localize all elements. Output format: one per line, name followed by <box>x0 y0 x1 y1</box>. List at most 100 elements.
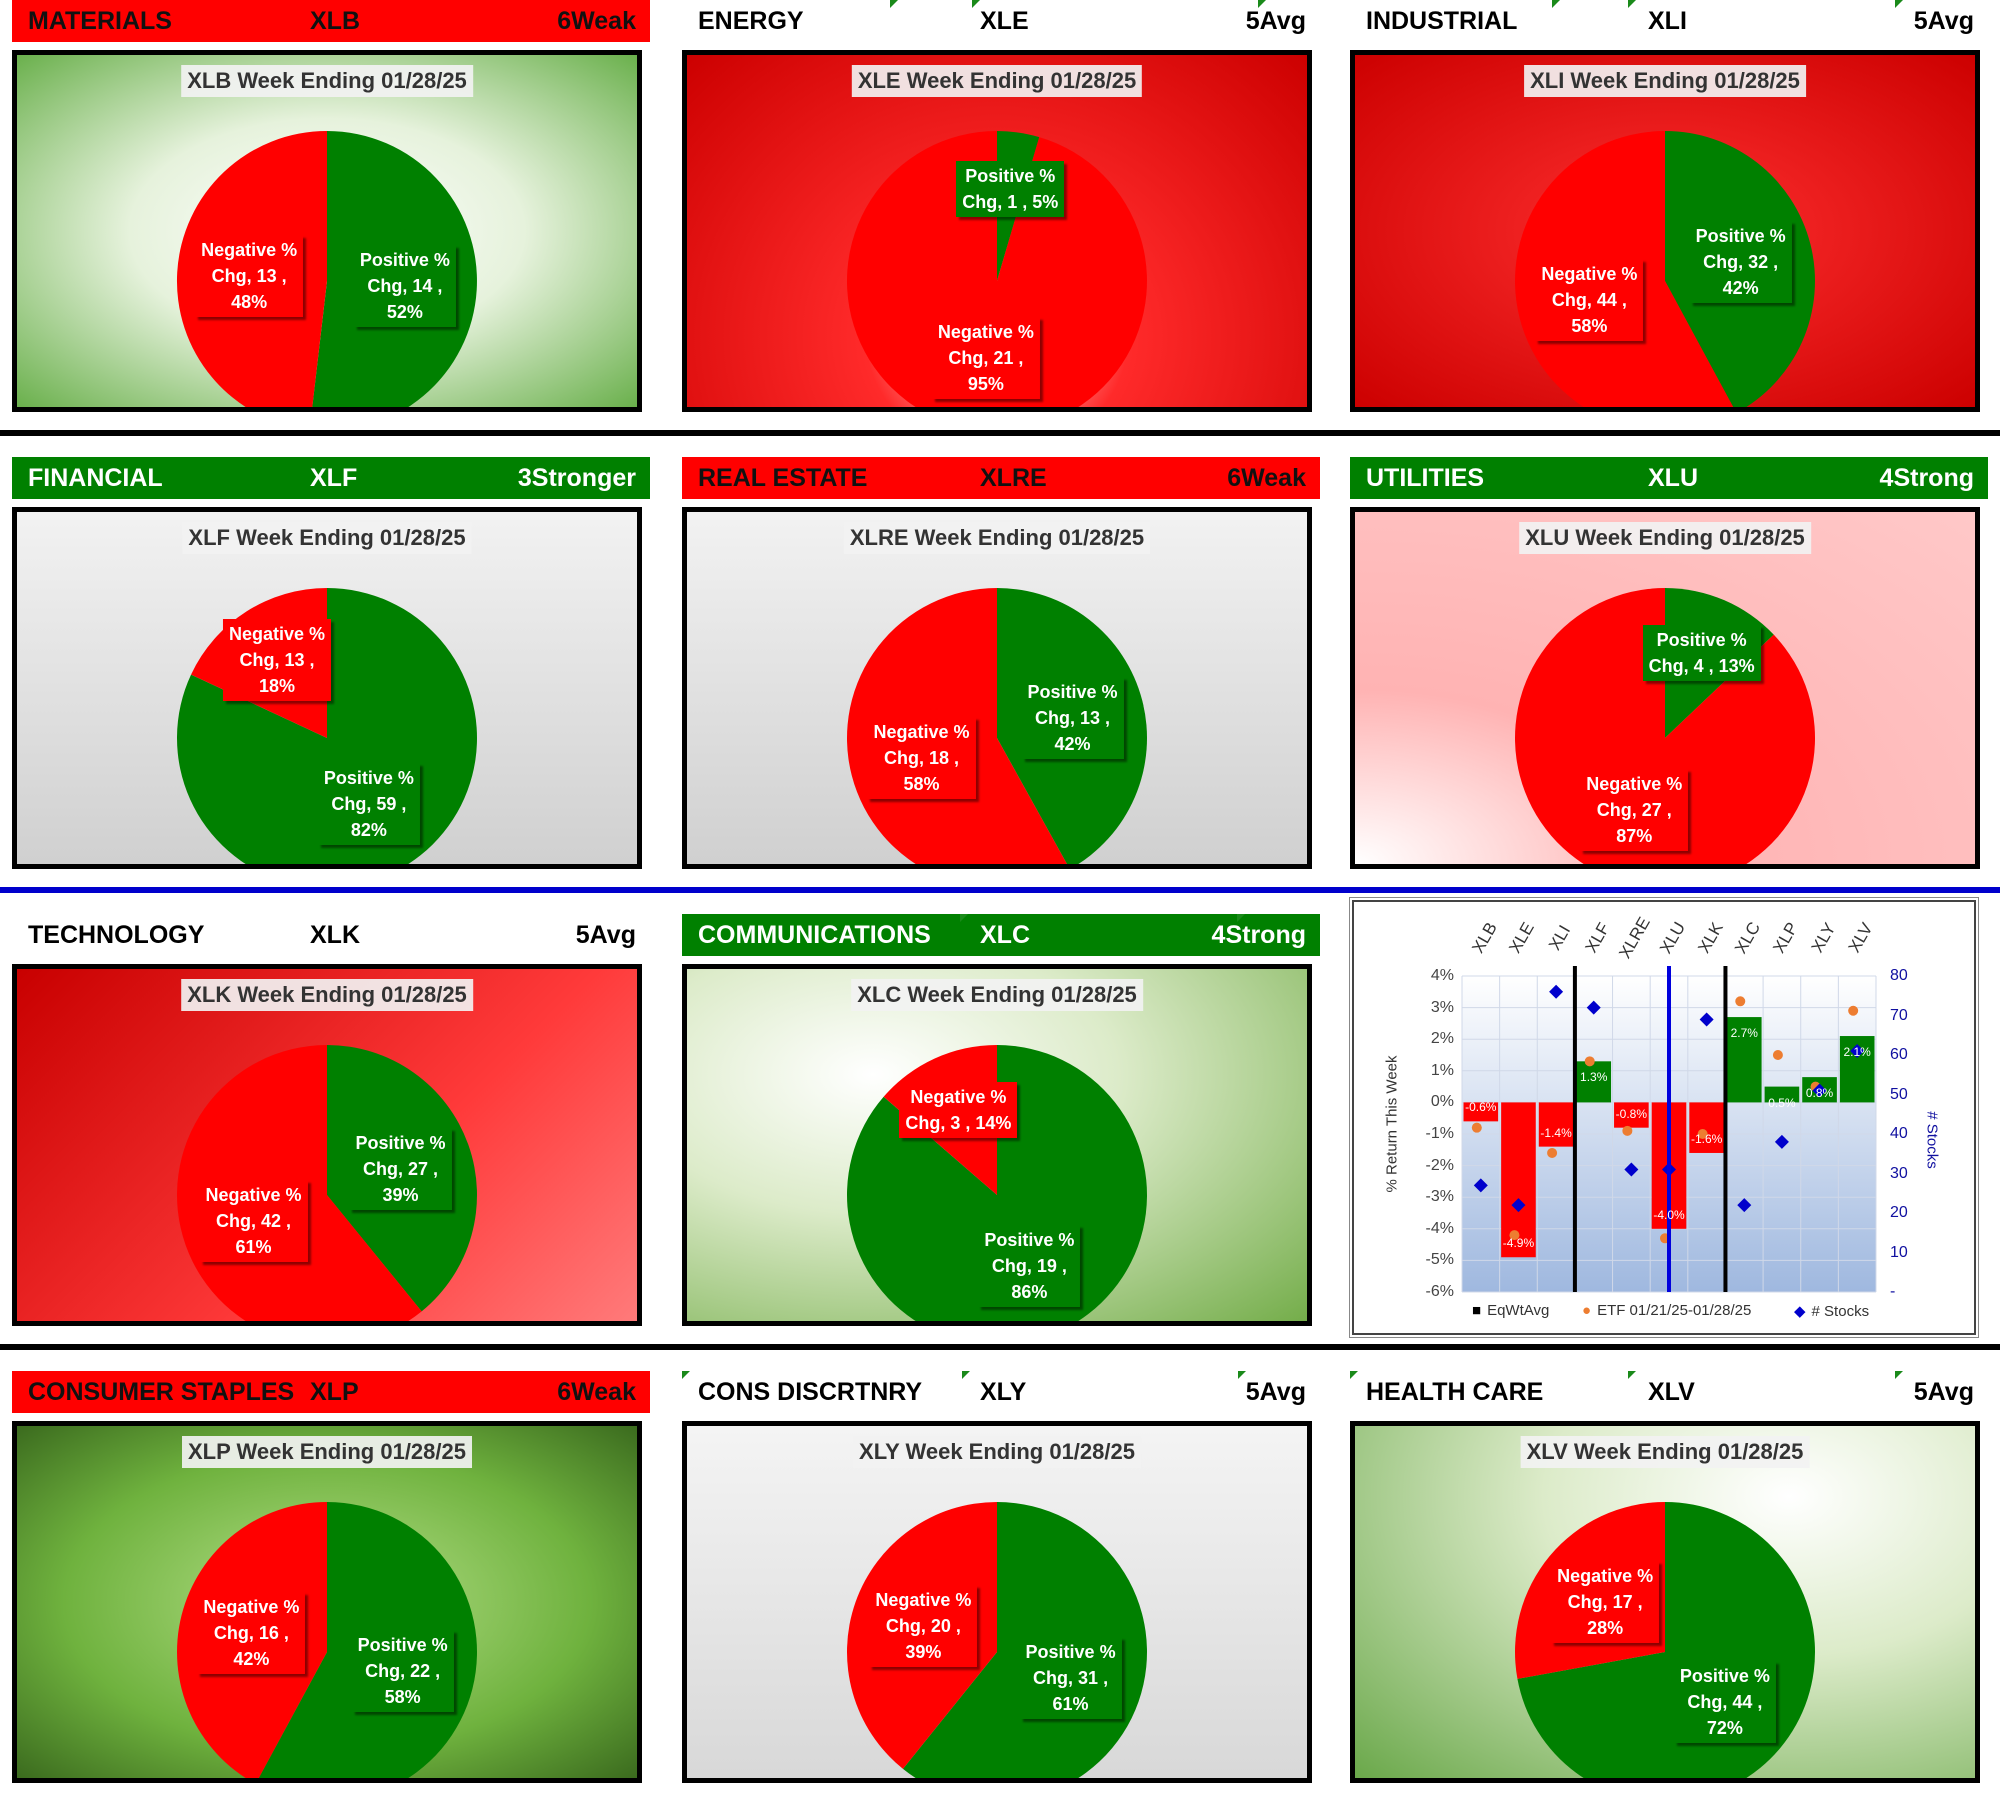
data-label-line: Chg, 42 , <box>215 1211 292 1232</box>
sector-tile-xlk: TECHNOLOGY XLK 5Avg XLK Week Ending 01/28/2… <box>0 914 650 1341</box>
y-tick-label: 4% <box>1430 967 1454 984</box>
data-label-line: 61% <box>235 1237 272 1258</box>
y2-tick-label: 40 <box>1890 1125 1908 1142</box>
bar-value-label: 0.8% <box>1805 1086 1834 1101</box>
data-label-line: 39% <box>382 1184 419 1205</box>
data-label-line: Chg, 14 , <box>367 275 443 296</box>
etf-ticker: XLK <box>310 921 360 949</box>
bar-value-label: -0.8% <box>1615 1106 1648 1121</box>
data-label-line: Chg, 44 , <box>1687 1691 1763 1712</box>
cell-comment-flag <box>682 1371 690 1379</box>
data-label-line: Positive % <box>1695 225 1786 246</box>
strength-rating: 3Stronger <box>517 464 636 492</box>
etf-return-point <box>1547 1147 1558 1158</box>
legend-item: ■ EqWtAvg <box>1472 1302 1549 1319</box>
sector-header: REAL ESTATE XLRE 6Weak <box>682 457 1320 499</box>
sector-return-combo-chart: 4% 3% 2% 1% 0% -1% -2% -3% -4% -5% -6% 80 70 60 50 40 30… <box>1349 897 1979 1338</box>
data-label-line: Positive % <box>355 1132 446 1153</box>
data-label-line: Negative % <box>1541 264 1638 285</box>
pie-chart-panel: XLK Week Ending 01/28/25 Positive % Chg, 2… <box>12 964 642 1326</box>
etf-ticker: XLE <box>980 7 1029 35</box>
sector-tile-xle: ENERGY XLE 5Avg XLE Week Ending 01/28/25 Pos… <box>670 0 1320 427</box>
pie-title: XLP Week Ending 01/28/25 <box>182 1436 472 1468</box>
stock-count-point <box>1774 1134 1789 1149</box>
pie-chart-panel: XLE Week Ending 01/28/25 Positive % Chg, 1… <box>682 50 1312 412</box>
data-label-line: Chg, 13 , <box>211 266 287 287</box>
cell-comment-flag <box>960 914 968 922</box>
legend-text: ETF 01/21/25-01/28/25 <box>1597 1302 1752 1319</box>
data-label-line: 82% <box>350 819 387 840</box>
data-label-line: 86% <box>1011 1281 1048 1302</box>
row-separator-3 <box>0 1344 2000 1350</box>
strength-rating: 6Weak <box>557 1378 636 1406</box>
stock-count-point <box>1586 1000 1601 1015</box>
sector-header: TECHNOLOGY XLK 5Avg <box>12 914 650 956</box>
bar-value-label: -4.9% <box>1502 1236 1535 1251</box>
legend-item: ● ETF 01/21/25-01/28/25 <box>1582 1302 1751 1319</box>
cell-comment-flag <box>890 0 898 8</box>
data-label-positive: Positive % Chg, 14 , 52% <box>353 244 456 327</box>
combo-svg <box>1461 966 1877 1293</box>
data-label-line: Chg, 22 , <box>365 1661 441 1682</box>
y2-tick-label: 70 <box>1890 1006 1908 1024</box>
cell-comment-flag <box>1628 1371 1636 1379</box>
y-axis-title: % Return This Week <box>1383 1055 1401 1193</box>
sector-header: HEALTH CARE XLV 5Avg <box>1350 1371 1988 1413</box>
pie-chart-panel: XLY Week Ending 01/28/25 Positive % Chg, 3… <box>682 1421 1312 1783</box>
pie-chart-panel: XLV Week Ending 01/28/25 Positive % Chg, 4… <box>1350 1421 1980 1783</box>
data-label-line: Chg, 4 , 13% <box>1648 655 1755 676</box>
cell-comment-flag <box>1258 0 1266 8</box>
data-label-positive: Positive % Chg, 31 , 61% <box>1019 1636 1122 1719</box>
bar-xlp <box>1764 1086 1800 1103</box>
etf-return-point <box>1772 1050 1783 1060</box>
cell-comment-flag <box>1350 1371 1358 1379</box>
sector-header: INDUSTRIAL XLI 5Avg <box>1350 0 1988 42</box>
data-label-negative: Negative % Chg, 17 , 28% <box>1551 1561 1660 1644</box>
data-label-negative: Negative % Chg, 3 , 14% <box>899 1082 1018 1139</box>
data-label-line: Positive % <box>359 249 450 270</box>
sector-name: HEALTH CARE <box>1366 1378 1544 1406</box>
sector-header: CONS DISCRTNRY XLY 5Avg <box>682 1371 1320 1413</box>
stock-count-point <box>1850 1044 1865 1059</box>
etf-ticker: XLB <box>310 7 360 35</box>
sector-name: MATERIALS <box>28 7 172 35</box>
pie-svg <box>1515 131 1815 407</box>
data-label-line: Negative % <box>873 721 970 742</box>
data-label-line: Positive % <box>965 165 1056 186</box>
sector-tile-xli: INDUSTRIAL XLI 5Avg XLI Week Ending 01/28/2… <box>1338 0 1988 427</box>
y-tick-label: 2% <box>1430 1030 1454 1048</box>
data-label-negative: Negative % Chg, 18 , 58% <box>867 716 976 799</box>
data-label-line: Positive % <box>1679 1665 1770 1686</box>
y-tick-label: -2% <box>1425 1156 1454 1174</box>
data-label-negative: Negative % Chg, 44 , 58% <box>1535 259 1644 342</box>
strength-rating: 4Strong <box>1879 464 1974 492</box>
data-label-negative: Negative % Chg, 13 , 48% <box>195 235 304 318</box>
pie-chart-panel: XLRE Week Ending 01/28/25 Positive % Chg, … <box>682 507 1312 869</box>
pie-title: XLI Week Ending 01/28/25 <box>1524 65 1806 97</box>
data-label-line: Negative % <box>1557 1566 1654 1587</box>
bar-value-label: 1.3% <box>1580 1070 1608 1085</box>
pie-title: XLE Week Ending 01/28/25 <box>851 65 1143 97</box>
pie-chart-panel: XLU Week Ending 01/28/25 Positive % Chg, 4… <box>1350 507 1980 869</box>
data-label-line: Chg, 18 , <box>883 747 959 768</box>
etf-return-point <box>1584 1056 1595 1067</box>
cell-comment-flag <box>1552 0 1560 8</box>
etf-ticker: XLC <box>980 921 1030 949</box>
stock-count-point <box>1511 1198 1526 1213</box>
sector-name: FINANCIAL <box>28 464 163 492</box>
stock-count-point <box>1473 1178 1488 1193</box>
data-label-negative: Negative % Chg, 16 , 42% <box>197 1591 306 1674</box>
etf-return-point <box>1848 1005 1859 1016</box>
data-label-line: Chg, 27 , <box>362 1158 438 1179</box>
data-label-line: 39% <box>905 1642 942 1663</box>
pie-title: XLRE Week Ending 01/28/25 <box>843 522 1151 554</box>
etf-return-point <box>1509 1230 1520 1241</box>
etf-ticker: XLV <box>1648 1378 1695 1406</box>
y-tick-label: 1% <box>1430 1061 1454 1079</box>
y-tick-label: -6% <box>1425 1283 1454 1300</box>
pie-title: XLV Week Ending 01/28/25 <box>1520 1436 1810 1468</box>
data-label-line: 42% <box>233 1648 270 1669</box>
data-label-line: 58% <box>384 1687 421 1708</box>
stock-count-point <box>1699 1012 1714 1027</box>
